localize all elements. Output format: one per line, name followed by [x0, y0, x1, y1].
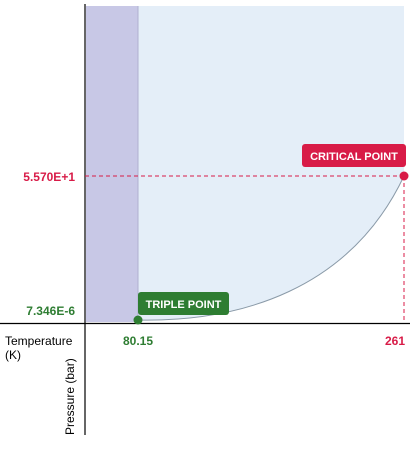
x-axis-label: Temperature (K)	[5, 334, 73, 362]
x-tick-label-triple: 80.15	[123, 334, 153, 348]
critical-point-marker	[399, 171, 409, 181]
solid-phase-region	[86, 6, 138, 322]
y-tick-label-critical: 5.570E+1	[23, 170, 75, 184]
y-tick-label-triple: 7.346E-6	[26, 304, 75, 318]
x-tick-label-critical: 261	[385, 334, 405, 348]
critical-point-callout	[302, 144, 406, 167]
triple-point-callout	[138, 292, 229, 315]
critical-point-callout-label: CRITICAL POINT	[310, 151, 398, 163]
triple-point-callout-label: TRIPLE POINT	[146, 299, 222, 311]
y-axis-label: Pressure (bar)	[63, 358, 77, 435]
vaporization-curve	[137, 175, 405, 321]
x-axis-label-line: (K)	[5, 348, 21, 362]
x-axis-label-line: Temperature	[5, 334, 73, 348]
liquid-phase-region	[138, 6, 404, 321]
triple-point-marker	[133, 315, 143, 325]
